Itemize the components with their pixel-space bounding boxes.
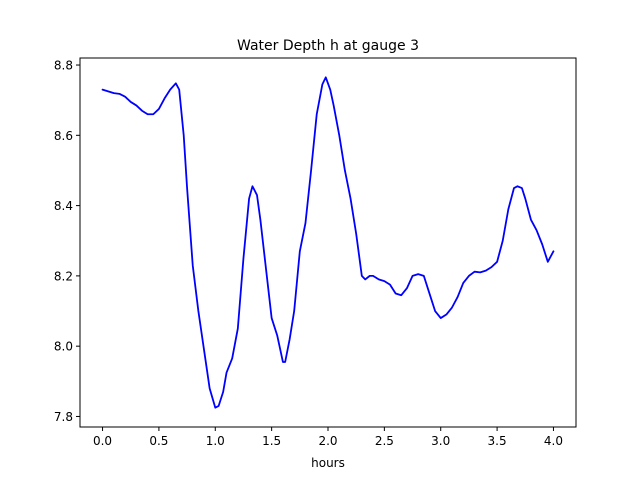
x-axis: 0.0 0.5 1.0 1.5 2.0 2.5 3.0 3.5 4.0 [93, 427, 563, 448]
x-tick-label: 2.0 [318, 434, 337, 448]
x-tick-label: 1.0 [206, 434, 225, 448]
chart-title: Water Depth h at gauge 3 [237, 38, 419, 54]
y-tick-label: 8.0 [54, 340, 73, 354]
x-tick-label: 3.5 [488, 434, 507, 448]
x-tick-label: 1.5 [262, 434, 281, 448]
x-tick-label: 3.0 [431, 434, 450, 448]
y-axis: 7.8 8.0 8.2 8.4 8.6 8.8 [54, 59, 80, 424]
y-tick-label: 8.4 [54, 199, 73, 213]
x-tick-label: 0.5 [149, 434, 168, 448]
x-tick-label: 0.0 [93, 434, 112, 448]
y-tick-label: 8.8 [54, 59, 73, 73]
plot-area [101, 76, 555, 409]
y-tick-label: 8.2 [54, 269, 73, 283]
x-tick-label: 4.0 [544, 434, 563, 448]
y-tick-label: 8.6 [54, 129, 73, 143]
x-tick-label: 2.5 [375, 434, 394, 448]
y-tick-label: 7.8 [54, 410, 73, 424]
x-axis-label: hours [311, 456, 345, 470]
series-line [101, 76, 555, 409]
